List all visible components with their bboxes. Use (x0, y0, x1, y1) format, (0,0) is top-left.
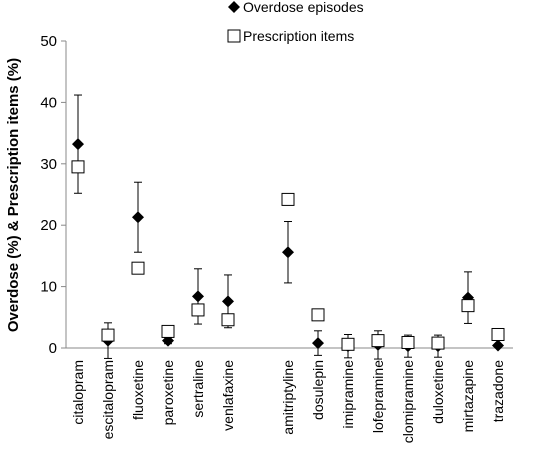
diamond-marker (492, 339, 504, 352)
diamond-marker (192, 290, 204, 303)
x-tick-label: fluoxetine (130, 360, 146, 420)
square-marker (191, 303, 205, 317)
x-tick-label: paroxetine (160, 360, 176, 426)
y-tick-label: 10 (40, 279, 57, 296)
square-marker (131, 261, 145, 275)
x-tick-label: imipramine (340, 360, 356, 429)
legend-label: Prescription items (243, 28, 354, 44)
y-tick-label: 40 (40, 94, 57, 111)
y-tick-label: 0 (49, 340, 57, 357)
square-marker (161, 324, 175, 338)
square-marker (281, 192, 295, 206)
square-marker (227, 29, 241, 43)
x-tick-label: clomipramine (400, 360, 416, 443)
square-marker (401, 335, 415, 349)
square-marker (371, 334, 385, 348)
square-marker (461, 299, 475, 313)
x-tick-label: trazadone (490, 360, 506, 422)
diamond-marker (282, 246, 294, 259)
square-marker (101, 328, 115, 342)
x-tick-label: sertraline (190, 360, 206, 418)
y-tick-label: 30 (40, 156, 57, 173)
x-tick-label: lofepramine (370, 360, 386, 433)
square-marker (491, 327, 505, 341)
diamond-marker (222, 295, 234, 308)
diamond-marker (312, 337, 324, 350)
x-tick-label: venlafaxine (220, 360, 236, 431)
y-tick-label: 20 (40, 217, 57, 234)
square-marker (341, 337, 355, 351)
x-tick-label: citalopram (70, 360, 86, 425)
y-axis-title: Overdose (%) & Prescription items (%) (5, 58, 22, 332)
square-marker (71, 160, 85, 174)
x-tick-label: dosulepin (310, 360, 326, 420)
square-marker (431, 336, 445, 350)
diamond-marker (228, 1, 240, 13)
x-tick-label: amitriptyline (280, 360, 296, 435)
diamond-marker (72, 138, 84, 151)
x-tick-label: escitalopram (100, 360, 116, 439)
x-tick-label: mirtazapine (460, 360, 476, 433)
square-marker (311, 308, 325, 322)
y-tick-label: 50 (40, 33, 57, 50)
x-tick-label: duloxetine (430, 360, 446, 424)
diamond-marker (132, 211, 144, 224)
square-marker (221, 313, 235, 327)
legend-label: Overdose episodes (243, 0, 364, 15)
